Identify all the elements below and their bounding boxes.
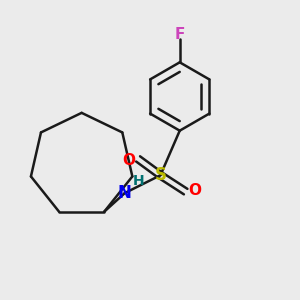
Text: O: O	[188, 183, 201, 198]
Text: F: F	[175, 28, 185, 43]
Text: O: O	[123, 153, 136, 168]
Text: H: H	[133, 174, 145, 188]
Text: S: S	[154, 166, 166, 184]
Text: N: N	[118, 184, 132, 202]
